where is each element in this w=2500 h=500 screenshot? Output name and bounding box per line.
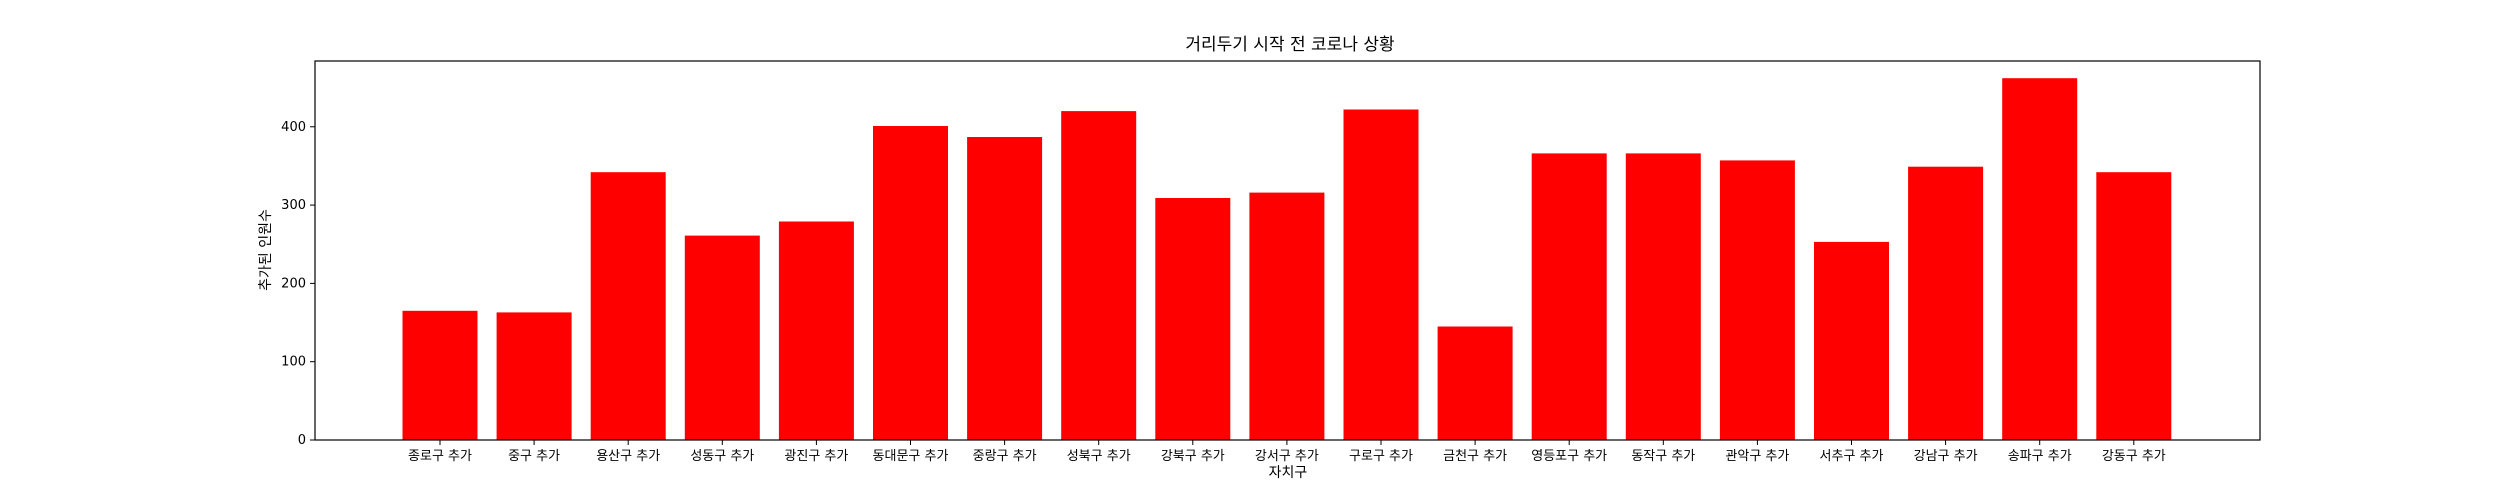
x-tick-label: 용산구 추가 [596,449,660,464]
bar [2002,78,2078,440]
bar [1343,109,1419,440]
bar [1625,153,1701,440]
bar [873,126,948,440]
x-tick-label: 금천구 추가 [1443,449,1507,464]
bar [1908,166,1984,440]
x-axis-label: 자치구 [1269,465,1308,481]
x-tick-label: 강서구 추가 [1255,449,1319,464]
x-tick-label: 구로구 추가 [1349,449,1413,464]
bar [1061,111,1137,440]
bar [1814,241,1889,440]
bar [1531,153,1607,440]
y-axis-ticks: 0 100 200 300 400 [281,120,315,448]
x-tick-label: 중랑구 추가 [973,449,1037,464]
bar [1155,198,1231,440]
x-axis-ticks: 종로구 추가 중구 추가 용산구 추가 성동구 추가 광진구 추가 동대문구 추가 중랑구 … [408,440,2166,464]
bar [590,172,666,440]
bar [496,312,572,440]
x-tick-label: 강동구 추가 [2102,449,2166,464]
x-tick-label: 강남구 추가 [1914,449,1978,464]
chart-title: 거리두기 시작 전 코로나 상황 [1185,35,1394,55]
x-tick-label: 강북구 추가 [1161,449,1225,464]
x-tick-label: 영등포구 추가 [1531,449,1607,464]
x-tick-label: 성북구 추가 [1067,449,1131,464]
bar [1437,326,1513,440]
x-tick-label: 서추구 추가 [1820,449,1884,464]
bar [778,221,854,440]
x-tick-label: 동작구 추가 [1631,449,1695,464]
plot-frame [314,60,2261,441]
x-tick-label: 관악구 추가 [1725,449,1789,464]
bar [1249,192,1325,440]
x-tick-label: 송파구 추가 [2008,449,2072,464]
bar [684,235,760,440]
bar [967,137,1043,440]
bars-group [402,78,2172,440]
y-tick-label: 300 [281,198,306,213]
y-tick-label: 200 [281,276,306,291]
bar [402,310,478,440]
bar [1719,160,1795,440]
bar [2096,172,2172,440]
y-tick-label: 100 [281,355,306,370]
y-tick-label: 400 [281,120,306,135]
x-tick-label: 중구 추가 [508,449,560,464]
x-tick-label: 광진구 추가 [784,449,848,464]
y-axis-label: 추가된 인원수 [258,209,274,291]
x-tick-label: 성동구 추가 [690,449,754,464]
x-tick-label: 동대문구 추가 [873,449,949,464]
x-tick-label: 종로구 추가 [408,449,472,464]
y-tick-label: 0 [298,433,306,448]
